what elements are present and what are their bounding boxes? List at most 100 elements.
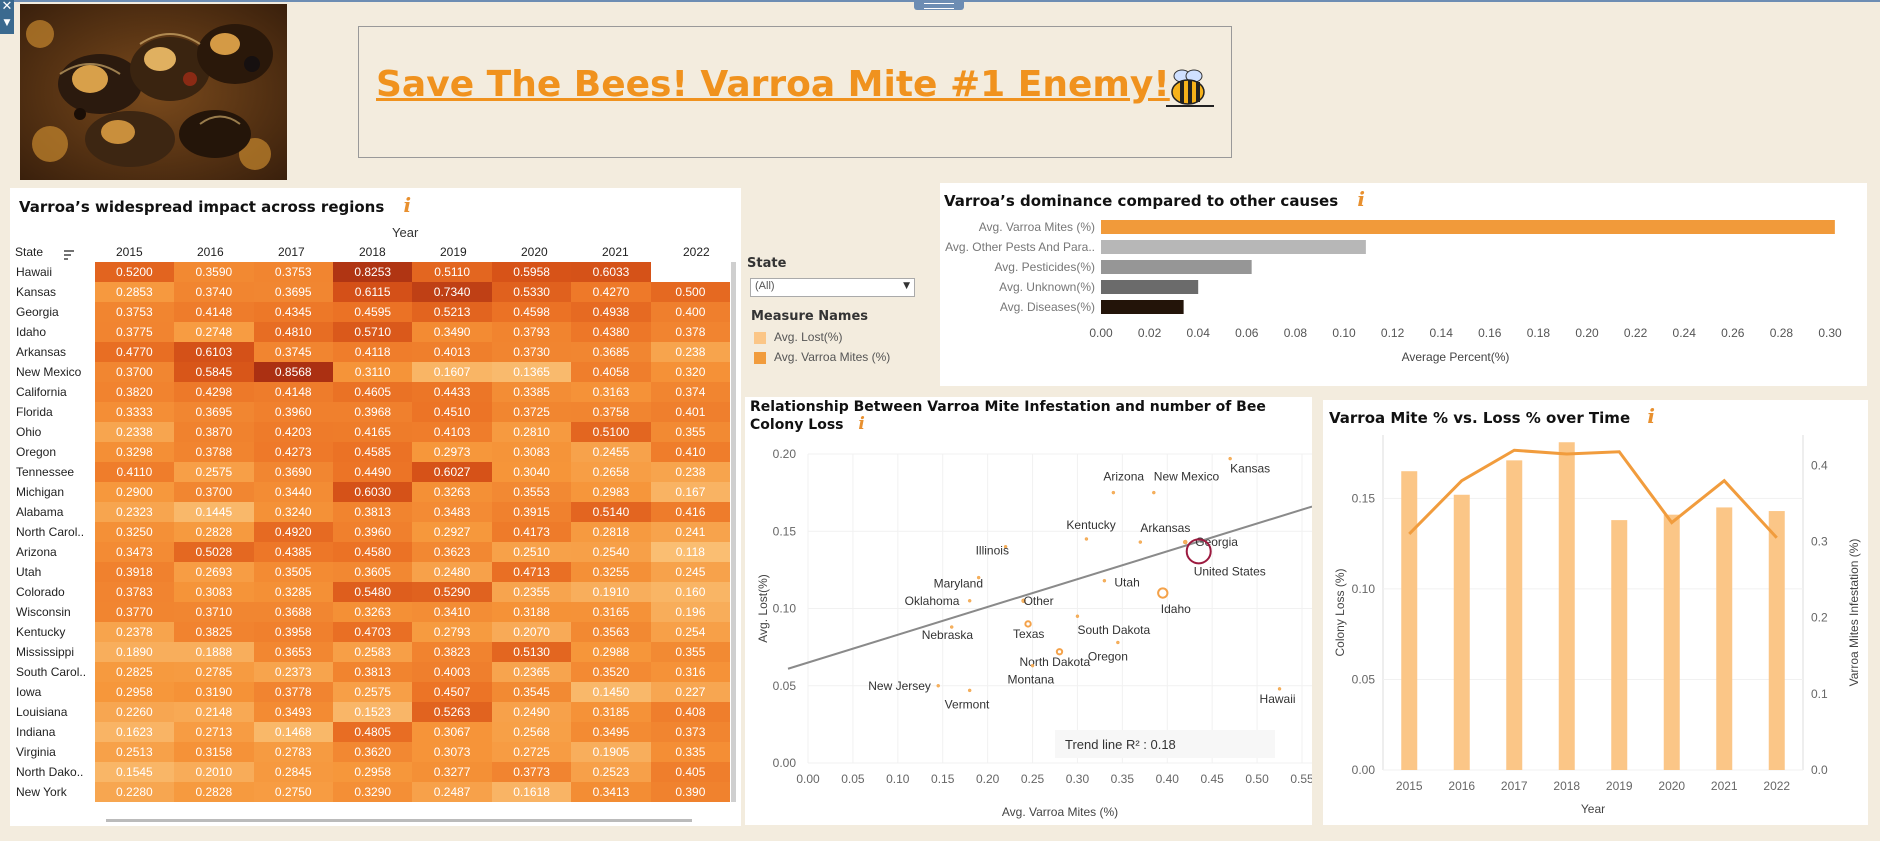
heat-cell[interactable]: 0.6030 [332, 482, 413, 502]
heat-cell[interactable]: 0.4380 [571, 322, 651, 342]
heat-cell[interactable]: 0.4510 [412, 402, 492, 422]
scatter-point[interactable] [967, 599, 972, 603]
heat-cell[interactable]: 0.3040 [491, 462, 572, 482]
scatter-point[interactable] [1111, 490, 1116, 495]
heat-cell[interactable]: 0.5028 [174, 542, 254, 562]
heat-cell[interactable]: 0.2540 [571, 542, 651, 562]
heat-cell[interactable]: 0.3563 [571, 622, 651, 642]
heat-cell[interactable]: 0.160 [650, 582, 730, 602]
heat-cell[interactable]: 0.3440 [253, 482, 333, 502]
heat-cell[interactable]: 0.3290 [332, 782, 413, 802]
heat-cell[interactable]: 0.2490 [491, 702, 572, 722]
heat-cell[interactable]: 0.2487 [412, 782, 492, 802]
heat-cell[interactable]: 0.3690 [253, 462, 333, 482]
heat-cell[interactable]: 0.5110 [412, 262, 492, 282]
heat-cell[interactable]: 0.5710 [332, 322, 413, 342]
heat-cell[interactable]: 0.2810 [491, 422, 572, 442]
heat-cell[interactable]: 0.3788 [174, 442, 254, 462]
heat-cell[interactable]: 0.374 [650, 382, 730, 402]
heat-cell[interactable]: 0.2280 [94, 782, 175, 802]
heat-cell[interactable]: 0.3277 [412, 762, 492, 782]
heat-cell[interactable]: 0.2713 [174, 722, 254, 742]
heat-cell[interactable]: 0.2510 [491, 542, 572, 562]
heat-cell[interactable]: 0.1545 [94, 762, 175, 782]
heat-cell[interactable]: 0.1905 [571, 742, 651, 762]
heat-cell[interactable]: 0.3495 [571, 722, 651, 742]
heat-cell[interactable]: 0.3813 [332, 502, 413, 522]
mites-line[interactable] [1408, 448, 1778, 539]
heat-cell[interactable]: 0.4433 [412, 382, 492, 402]
heat-cell[interactable]: 0.2825 [94, 662, 175, 682]
info-icon[interactable]: i [1647, 404, 1655, 428]
heat-cell[interactable]: 0.6115 [332, 282, 413, 302]
heat-cell[interactable]: 0.245 [650, 562, 730, 582]
heat-cell[interactable]: 0.5100 [571, 422, 651, 442]
heat-cell[interactable]: 0.3753 [94, 302, 175, 322]
heat-cell[interactable]: 0.7340 [412, 282, 492, 302]
heat-cell[interactable]: 0.2958 [94, 682, 175, 702]
heat-cell[interactable]: 0.2853 [94, 282, 175, 302]
state-name[interactable]: New Mexico [10, 362, 95, 382]
heat-cell[interactable]: 0.3620 [332, 742, 413, 762]
heat-cell[interactable]: 0.3250 [94, 522, 175, 542]
state-name[interactable]: Michigan [10, 482, 95, 502]
heat-cell[interactable]: 0.3710 [174, 602, 254, 622]
heat-cell[interactable]: 0.2725 [491, 742, 572, 762]
heat-cell[interactable]: 0.2750 [253, 782, 333, 802]
heat-cell[interactable]: 0.3165 [571, 602, 651, 622]
heat-cell[interactable]: 0.2338 [94, 422, 175, 442]
heat-cell[interactable]: 0.3753 [253, 262, 333, 282]
heat-cell[interactable]: 0.3725 [491, 402, 572, 422]
heat-cell[interactable]: 0.4110 [94, 462, 175, 482]
heat-cell[interactable]: 0.3685 [571, 342, 651, 362]
heat-cell[interactable]: 0.416 [650, 502, 730, 522]
heat-cell[interactable]: 0.4173 [491, 522, 572, 542]
heat-cell[interactable]: 0.3190 [174, 682, 254, 702]
heat-cell[interactable]: 0.4003 [412, 662, 492, 682]
scatter-point[interactable] [1116, 640, 1120, 645]
heat-cell[interactable]: 0.8568 [253, 362, 333, 382]
heat-cell[interactable]: 0.4805 [332, 722, 413, 742]
heat-cell[interactable]: 0.3158 [174, 742, 254, 762]
heat-cell[interactable]: 0.378 [650, 322, 730, 342]
scatter-point[interactable] [1075, 614, 1080, 618]
heat-cell[interactable]: 0.400 [650, 302, 730, 322]
heat-cell[interactable]: 0.2988 [571, 642, 651, 662]
heat-cell[interactable]: 0.2793 [412, 622, 492, 642]
cause-bar[interactable] [1101, 240, 1366, 254]
heat-cell[interactable]: 0.1468 [253, 722, 333, 742]
scatter-point[interactable] [1277, 687, 1282, 691]
state-name[interactable]: Tennessee [10, 462, 95, 482]
heat-cell[interactable]: 0.3915 [491, 502, 572, 522]
heat-cell[interactable]: 0.238 [650, 462, 730, 482]
heat-cell[interactable]: 0.3263 [332, 602, 413, 622]
heat-cell[interactable]: 0.3520 [571, 662, 651, 682]
loss-bar[interactable] [1716, 507, 1733, 770]
heat-cell[interactable]: 0.2513 [94, 742, 175, 762]
heat-cell[interactable]: 0.2355 [491, 582, 572, 602]
heat-cell[interactable]: 0.2828 [174, 782, 254, 802]
heat-cell[interactable]: 0.3918 [94, 562, 175, 582]
trend-line[interactable] [787, 505, 1312, 670]
heat-cell[interactable]: 0.227 [650, 682, 730, 702]
loss-bar[interactable] [1506, 460, 1523, 770]
heat-cell[interactable]: 0.4385 [253, 542, 333, 562]
heat-cell[interactable]: 0.1523 [332, 702, 413, 722]
heat-cell[interactable] [650, 262, 730, 282]
info-icon[interactable]: i [403, 193, 412, 217]
heat-cell[interactable]: 0.2783 [253, 742, 333, 762]
state-name[interactable]: Hawaii [10, 262, 95, 282]
heat-cell[interactable]: 0.4058 [571, 362, 651, 382]
heat-cell[interactable]: 0.373 [650, 722, 730, 742]
heatmap-scroll-area[interactable]: Hawaii 0.5200 0.3590 0.3753 0.8253 0.5110 0.59… [10, 262, 730, 812]
state-name[interactable]: Utah [10, 562, 95, 582]
heat-cell[interactable]: 0.3783 [94, 582, 175, 602]
heat-cell[interactable]: 0.4013 [412, 342, 492, 362]
heat-cell[interactable]: 0.3820 [94, 382, 175, 402]
heat-cell[interactable]: 0.320 [650, 362, 730, 382]
heat-cell[interactable]: 0.4203 [253, 422, 333, 442]
heat-cell[interactable]: 0.3775 [94, 322, 175, 342]
scatter-point[interactable] [949, 625, 954, 629]
heat-cell[interactable]: 0.5290 [412, 582, 492, 602]
heat-cell[interactable]: 0.2378 [94, 622, 175, 642]
